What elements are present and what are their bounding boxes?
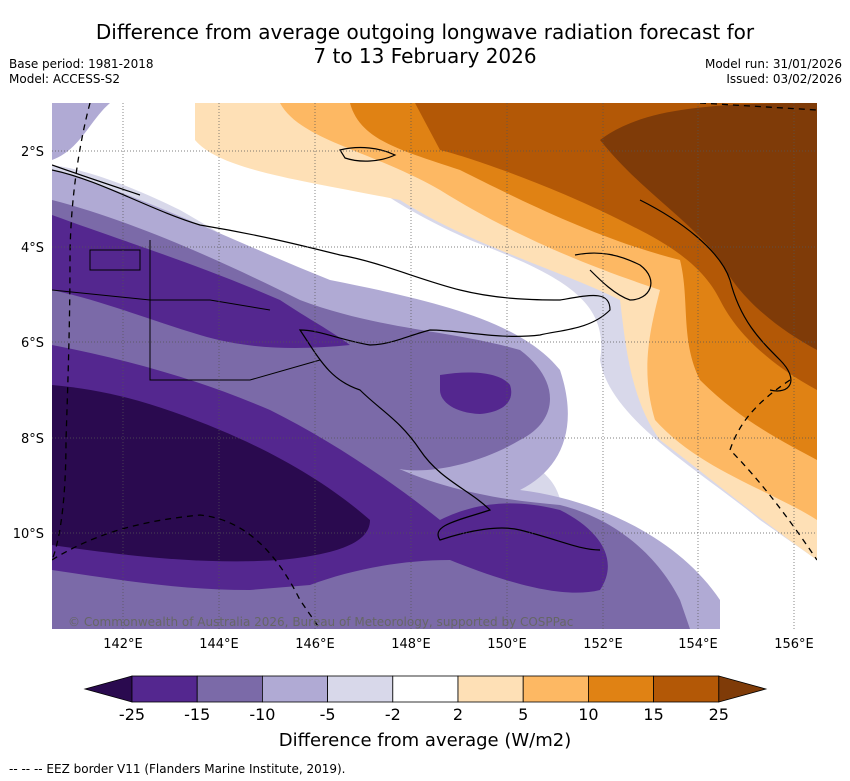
- lon-label: 150°E: [487, 637, 527, 652]
- colorbar-tick-label: 15: [643, 705, 664, 724]
- lon-labels: 142°E 144°E 146°E 148°E 150°E 152°E 154°…: [103, 637, 814, 652]
- lat-label: 2°S: [21, 145, 44, 160]
- lat-label: 4°S: [21, 241, 44, 256]
- lon-label: 142°E: [103, 637, 143, 652]
- colorbar-segment: [457, 675, 524, 703]
- lon-label: 154°E: [678, 637, 718, 652]
- colorbar-tick-label: -5: [319, 705, 336, 724]
- colorbar-segment: [522, 675, 589, 703]
- colorbar-segment: [131, 675, 198, 703]
- png-mainland-coast: [52, 169, 611, 551]
- colorbar-tick-label: -10: [249, 705, 276, 724]
- issued-date: Issued: 03/02/2026: [726, 72, 842, 86]
- model-name: Model: ACCESS-S2: [9, 72, 121, 86]
- lon-label: 156°E: [774, 637, 814, 652]
- colorbar: [83, 675, 768, 703]
- colorbar-tick-label: 25: [708, 705, 729, 724]
- colorbar-extend-low: [83, 675, 133, 703]
- bougainville-coast: [639, 199, 792, 392]
- colorbar-segment: [196, 675, 263, 703]
- lat-label: 10°S: [13, 527, 44, 542]
- eez-footnote: -- -- -- EEZ border V11 (Flanders Marine…: [9, 762, 346, 776]
- colorbar-title: Difference from average (W/m2): [278, 730, 572, 751]
- colorbar-tick-label: 10: [578, 705, 599, 724]
- title-line-1: Difference from average outgoing longwav…: [95, 20, 755, 44]
- band-over-25: [600, 103, 817, 350]
- coastlines: [52, 146, 792, 551]
- lon-label: 146°E: [295, 637, 335, 652]
- lon-label: 144°E: [199, 637, 239, 652]
- colorbar-extend-high: [718, 675, 768, 703]
- eez-border: [52, 103, 817, 629]
- model-run: Model run: 31/01/2026: [704, 57, 842, 71]
- lat-label: 6°S: [21, 336, 44, 351]
- colorbar-segment: [327, 675, 394, 703]
- colorbar-tick-label: 2: [452, 705, 464, 724]
- colorbar-tick-label: -15: [184, 705, 211, 724]
- colorbar-tick-label: -2: [384, 705, 401, 724]
- graticule: [52, 103, 817, 629]
- lat-labels: 2°S 4°S 6°S 8°S 10°S: [13, 145, 44, 542]
- colorbar-tick-label: -25: [118, 705, 146, 724]
- base-period: Base period: 1981-2018: [9, 57, 154, 71]
- colorbar-segment: [392, 675, 459, 703]
- colorbar-segment: [653, 675, 720, 703]
- lat-label: 8°S: [21, 432, 44, 447]
- title-line-2: 7 to 13 February 2026: [313, 44, 537, 68]
- lon-label: 148°E: [391, 637, 431, 652]
- manus-coast: [339, 146, 397, 162]
- anomaly-field: [52, 103, 817, 629]
- colorbar-segment: [588, 675, 655, 703]
- copyright-text: © Commonwealth of Australia 2026, Bureau…: [68, 615, 573, 629]
- band-under-25: [52, 385, 370, 562]
- border-lines: [149, 240, 321, 381]
- colorbar-tick-label: 5: [518, 705, 529, 724]
- new-ireland-coast: [574, 252, 652, 301]
- lon-label: 152°E: [583, 637, 623, 652]
- colorbar-segment: [261, 675, 328, 703]
